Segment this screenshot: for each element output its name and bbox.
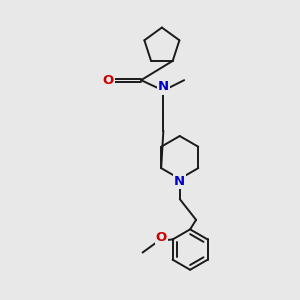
Text: N: N: [174, 175, 185, 188]
Text: O: O: [156, 231, 167, 244]
Text: N: N: [158, 80, 169, 94]
Text: O: O: [103, 74, 114, 87]
